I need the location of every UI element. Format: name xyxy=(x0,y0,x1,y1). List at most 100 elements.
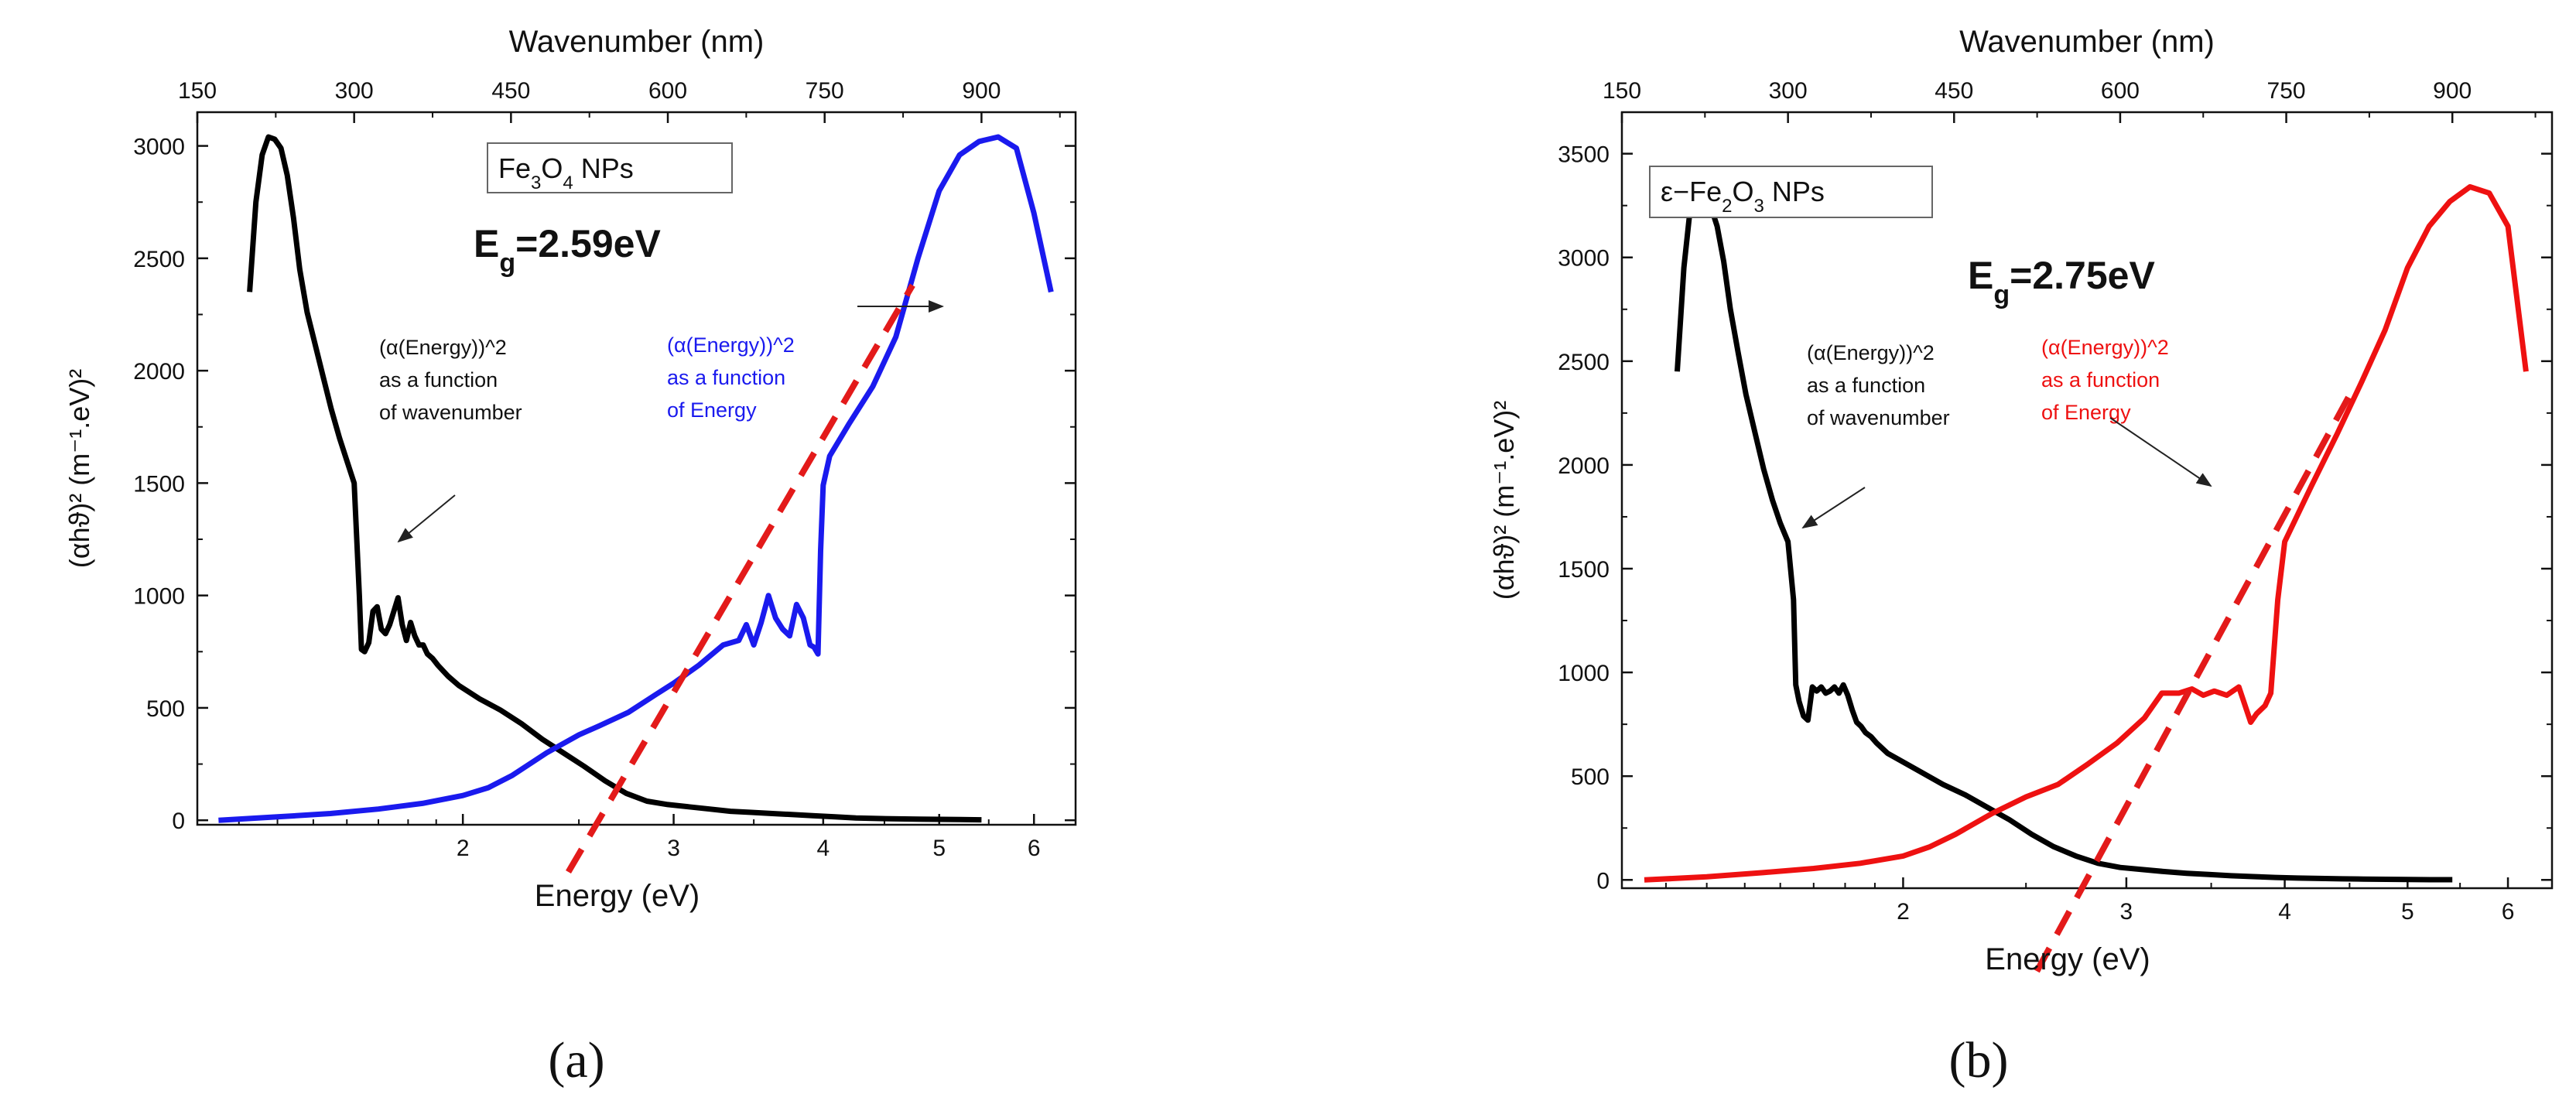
x-tick-label: 3 xyxy=(2120,899,2133,925)
y-tick-label: 1000 xyxy=(133,584,185,610)
sample-label-part: NPs xyxy=(1764,176,1825,207)
y-tick-label: 500 xyxy=(1571,764,1610,790)
y-tick-label: 0 xyxy=(172,809,185,834)
annotation-arrow xyxy=(2109,417,2212,487)
sample-label-box xyxy=(487,142,733,193)
x-tick-label: 6 xyxy=(2502,899,2515,925)
y-tick-label: 500 xyxy=(146,696,185,722)
series-line-energy xyxy=(1644,184,2529,883)
x2-tick-label: 750 xyxy=(2267,78,2306,104)
series-group xyxy=(1644,179,2529,973)
sample-label-part: O xyxy=(1732,176,1753,207)
sample-label: ε−Fe2O3 NPs xyxy=(1661,176,1825,217)
bottom-axis-title: Energy (eV) xyxy=(535,879,700,913)
series-line-energy xyxy=(218,134,1054,823)
y-axis-title: (αhϑ)² (m⁻¹.eV)² xyxy=(1488,401,1520,600)
annotation-line: (α(Energy))^2 xyxy=(1807,341,1935,364)
band-gap-label: Eg=2.75eV xyxy=(1968,254,2155,309)
sample-label-part: ε−Fe xyxy=(1661,176,1722,207)
annotation-line: of Energy xyxy=(2041,401,2131,424)
y-tick-label: 3500 xyxy=(1558,142,1610,168)
series-group xyxy=(218,134,1054,874)
annotation-energy: (α(Energy))^2 as a function of Energy xyxy=(2041,336,2174,424)
x2-tick-label: 150 xyxy=(1603,78,1641,104)
x2-tick-label: 750 xyxy=(806,78,844,104)
x-tick-label: 5 xyxy=(932,836,946,861)
annotation-energy: (α(Energy))^2 as a function of Energy xyxy=(667,333,800,422)
band-gap-value: =2.75eV xyxy=(2010,254,2155,297)
band-gap-value: =2.59eV xyxy=(515,222,661,265)
x2-tick-label: 600 xyxy=(648,78,687,104)
y-tick-label: 2500 xyxy=(133,247,185,272)
sample-label-subscript: 3 xyxy=(531,173,541,193)
y-tick-label: 1500 xyxy=(1558,557,1610,583)
sample-label: Fe3O4 NPs xyxy=(498,152,634,193)
series-line-wavenumber xyxy=(1675,179,2453,883)
x-tick-label: 5 xyxy=(2401,899,2414,925)
plot-frame xyxy=(1620,111,2554,890)
x-tick-label: 4 xyxy=(2278,899,2291,925)
band-gap-symbol: E xyxy=(1968,254,1993,297)
axis-ticks: 2 3 4 5 6 150 300 450 600 750 900 0 500 1000 1500 2000 2… xyxy=(133,78,1076,861)
sample-label-box xyxy=(1649,166,1933,218)
y-tick-label: 3000 xyxy=(1558,246,1610,272)
band-gap-subscript: g xyxy=(499,248,515,278)
annotation-line: of wavenumber xyxy=(379,401,522,424)
x2-tick-label: 300 xyxy=(335,78,374,104)
annotation-line: (α(Energy))^2 xyxy=(667,333,795,357)
band-gap-symbol: E xyxy=(474,222,499,265)
x2-tick-label: 900 xyxy=(962,78,1001,104)
y-tick-label: 0 xyxy=(1596,868,1610,894)
annotation-arrow xyxy=(397,494,456,543)
annotation-line: (α(Energy))^2 xyxy=(2041,336,2169,359)
annotation-line: of Energy xyxy=(667,398,757,422)
annotation-line: of wavenumber xyxy=(1807,406,1950,429)
sample-label-subscript: 2 xyxy=(1722,196,1732,217)
tangent-fit-line xyxy=(566,283,915,874)
x-tick-label: 2 xyxy=(1897,899,1910,925)
x2-tick-label: 600 xyxy=(2101,78,2140,104)
x2-tick-label: 450 xyxy=(491,78,530,104)
y-tick-label: 1000 xyxy=(1558,661,1610,686)
top-axis-title: Wavenumber (nm) xyxy=(509,25,765,59)
panel-label: (b) xyxy=(1949,1032,2009,1089)
annotation-wavenumber: (α(Energy))^2 as a function of wavenumbe… xyxy=(379,336,522,424)
bottom-axis-title: Energy (eV) xyxy=(1985,942,2150,976)
y-axis-title: (αhϑ)² (m⁻¹.eV)² xyxy=(63,369,95,568)
annotation-line: as a function xyxy=(379,368,498,391)
x-tick-label: 4 xyxy=(816,836,830,861)
y-tick-label: 2000 xyxy=(133,359,185,385)
x-tick-label: 3 xyxy=(667,836,680,861)
annotation-line: as a function xyxy=(1807,374,1925,397)
tangent-fit-line xyxy=(2034,382,2359,973)
chart-panel-a: 2 3 4 5 6 150 300 450 600 750 900 0 500 1000 1500 2000 2… xyxy=(63,25,1077,1089)
annotation-line: as a function xyxy=(2041,368,2160,391)
annotation-line: as a function xyxy=(667,366,785,389)
y-tick-label: 2000 xyxy=(1558,453,1610,479)
panel-label: (a) xyxy=(548,1032,604,1089)
series-line-wavenumber xyxy=(247,134,982,823)
x2-tick-label: 300 xyxy=(1769,78,1808,104)
annotation-arrow xyxy=(1801,487,1866,529)
annotation-wavenumber: (α(Energy))^2 as a function of wavenumbe… xyxy=(1807,341,1950,429)
x2-tick-label: 450 xyxy=(1935,78,1973,104)
y-tick-label: 1500 xyxy=(133,471,185,497)
sample-label-subscript: 4 xyxy=(563,173,573,193)
x-tick-label: 2 xyxy=(457,836,470,861)
band-gap-label: Eg=2.59eV xyxy=(474,222,661,278)
x2-tick-label: 150 xyxy=(178,78,217,104)
annotation-line: (α(Energy))^2 xyxy=(379,336,507,359)
y-tick-label: 2500 xyxy=(1558,350,1610,375)
sample-label-part: NPs xyxy=(573,152,634,184)
x2-tick-label: 900 xyxy=(2433,78,2472,104)
y-tick-label: 3000 xyxy=(133,135,185,160)
sample-label-part: O xyxy=(541,152,563,184)
band-gap-subscript: g xyxy=(1993,280,2010,309)
sample-label-part: Fe xyxy=(498,152,531,184)
x-tick-label: 6 xyxy=(1028,836,1041,861)
top-axis-title: Wavenumber (nm) xyxy=(1959,25,2215,59)
sample-label-subscript: 3 xyxy=(1753,196,1764,217)
